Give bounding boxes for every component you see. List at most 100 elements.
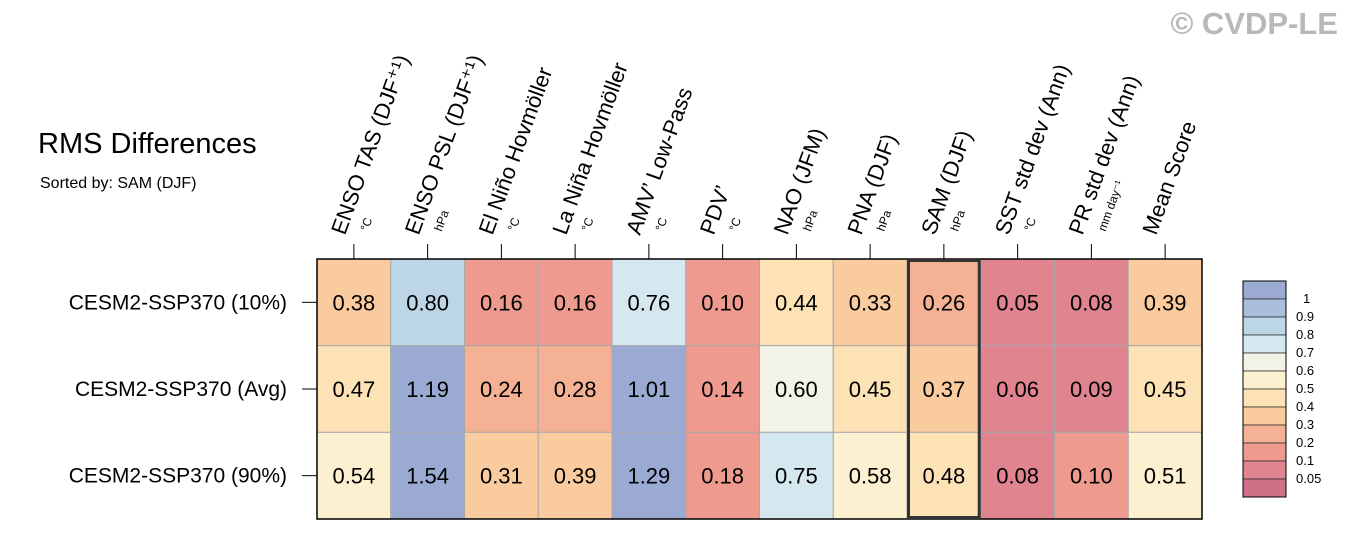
cell-value: 0.06 [996, 377, 1039, 402]
colorbar-label: 0.1 [1296, 453, 1314, 468]
colorbar-segment [1242, 460, 1287, 480]
cell-value: 0.75 [775, 464, 818, 489]
heatmap-cell [832, 258, 908, 347]
colorbar-segment [1242, 406, 1287, 426]
heatmap-cell [1054, 431, 1129, 520]
cell-value: 0.60 [775, 377, 818, 402]
column-unit: °C [505, 215, 523, 233]
cell-value: 1.54 [406, 464, 449, 489]
colorbar-label: 0.9 [1296, 309, 1314, 324]
column-label: ENSO TAS (DJF⁺¹) [326, 51, 414, 237]
cell-value: 0.09 [1070, 377, 1113, 402]
cell-value: 0.47 [332, 377, 375, 402]
heatmap-cell [906, 431, 982, 520]
cell-value: 0.05 [996, 290, 1039, 315]
column-unit: °C [1021, 215, 1039, 233]
cell-value: 0.76 [627, 290, 670, 315]
column-label: ENSO PSL (DJF⁺¹) [400, 51, 488, 237]
cell-value: 0.10 [1070, 464, 1113, 489]
colorbar-segment [1242, 478, 1287, 498]
heatmap-cell [390, 431, 465, 520]
heatmap-cell [1054, 345, 1129, 433]
colorbar-segment [1242, 424, 1287, 444]
column-unit: °C [358, 215, 376, 233]
colorbar-label: 0.2 [1296, 435, 1314, 450]
column-label: PNA (DJF) [842, 130, 901, 237]
cell-value: 0.45 [849, 377, 892, 402]
cell-value: 0.16 [554, 290, 597, 315]
column-unit: °C [579, 215, 597, 233]
highlighted-column-box [907, 259, 981, 519]
colorbar-label: 0.3 [1296, 417, 1314, 432]
colorbar-label: 0.6 [1296, 363, 1314, 378]
cell-value: 0.10 [701, 290, 744, 315]
heatmap-cell [390, 258, 465, 347]
heatmap-cell [685, 345, 760, 433]
heatmap-cell [980, 258, 1055, 347]
cell-value: 1.01 [627, 377, 670, 402]
column-label: SAM (DJF) [916, 127, 977, 238]
column-unit: hPa [874, 208, 895, 233]
cell-value: 0.08 [996, 464, 1039, 489]
heatmap-cell [980, 345, 1055, 433]
colorbar-segment [1242, 334, 1287, 354]
cell-value: 0.58 [849, 464, 892, 489]
row-label: CESM2-SSP370 (Avg) [75, 378, 287, 401]
colorbar-border [1242, 280, 1287, 498]
column-unit: hPa [948, 208, 969, 233]
colorbar-label: 1 [1303, 291, 1310, 306]
cell-value: 0.24 [480, 377, 523, 402]
column-label: AMV’ Low-Pass [621, 84, 697, 238]
cell-value: 0.80 [406, 290, 449, 315]
colorbar-segment [1242, 442, 1287, 462]
chart-subtitle: Sorted by: SAM (DJF) [40, 175, 197, 192]
heatmap-cell [537, 258, 613, 347]
colorbar-segment [1242, 316, 1287, 336]
column-label: SST std dev (Ann) [990, 61, 1075, 238]
column-label: NAO (JFM) [769, 125, 831, 238]
heatmap-cell [1127, 431, 1203, 520]
heatmap-cell [464, 431, 539, 520]
heatmap-cell [759, 431, 834, 520]
cell-value: 0.54 [332, 464, 375, 489]
cell-value: 0.37 [922, 377, 965, 402]
cell-value: 1.19 [406, 377, 449, 402]
row-label: CESM2-SSP370 (10%) [69, 291, 287, 314]
colorbar-segment [1242, 370, 1287, 390]
heatmap-cell [611, 258, 687, 347]
column-label: Mean Score [1137, 118, 1201, 238]
watermark-text: © CVDP-LE [1170, 6, 1338, 41]
cell-value: 0.48 [922, 464, 965, 489]
cell-value: 0.33 [849, 290, 892, 315]
cell-value: 0.51 [1144, 464, 1187, 489]
heatmap-border [316, 258, 1203, 520]
heatmap-cell [1127, 258, 1203, 347]
column-unit: hPa [800, 208, 821, 233]
column-label: La Niña Hovmöller [547, 59, 632, 238]
cell-value: 0.16 [480, 290, 523, 315]
colorbar-label: 0.8 [1296, 327, 1314, 342]
colorbar-segment [1242, 388, 1287, 408]
chart-title: RMS Differences [38, 128, 257, 160]
row-label: CESM2-SSP370 (90%) [69, 465, 287, 488]
heatmap-cell [685, 431, 760, 520]
heatmap-cell [390, 345, 465, 433]
heatmap-cell [316, 258, 392, 347]
cell-value: 0.28 [554, 377, 597, 402]
cell-value: 0.38 [332, 290, 375, 315]
column-label: El Niño Hovmöller [474, 64, 558, 238]
heatmap-cell [1127, 345, 1203, 433]
colorbar-label: 0.7 [1296, 345, 1314, 360]
heatmap-cell [464, 345, 539, 433]
cell-value: 0.14 [701, 377, 744, 402]
colorbar-segment [1242, 298, 1287, 318]
colorbar-label: 0.5 [1296, 381, 1314, 396]
cell-value: 0.31 [480, 464, 523, 489]
cell-value: 0.39 [554, 464, 597, 489]
colorbar-label: 0.4 [1296, 399, 1314, 414]
cell-value: 0.18 [701, 464, 744, 489]
heatmap-cell [685, 258, 760, 347]
heatmap-cell [759, 345, 834, 433]
cell-value: 0.26 [922, 290, 965, 315]
